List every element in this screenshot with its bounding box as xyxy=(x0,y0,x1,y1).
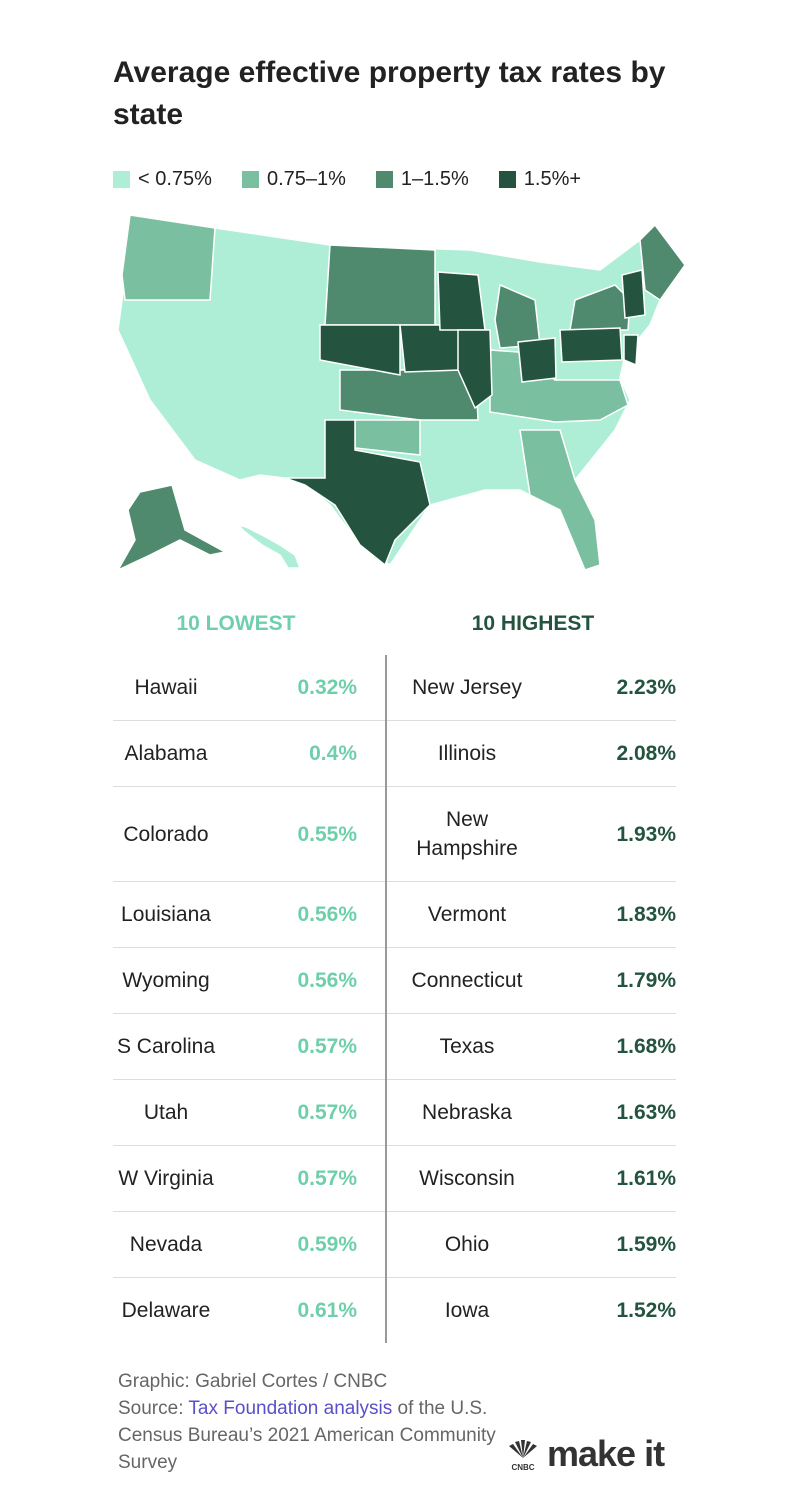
rate-value: 1.93% xyxy=(547,787,676,882)
source-rest: of the U.S. Census Bureau’s 2021 America… xyxy=(118,1398,496,1473)
legend-label: 1–1.5% xyxy=(400,168,469,190)
divider xyxy=(385,1146,387,1212)
state-name: Louisiana xyxy=(113,882,219,948)
lowest-heading: 10 LOWEST xyxy=(176,612,296,635)
state-name: Ohio xyxy=(387,1212,547,1278)
state-name: Utah xyxy=(113,1080,219,1146)
legend-item: 1–1.5% xyxy=(375,168,469,191)
map-region xyxy=(354,419,421,456)
state-name: Texas xyxy=(387,1014,547,1080)
source-link[interactable]: Tax Foundation analysis xyxy=(188,1398,393,1419)
legend-label: < 0.75% xyxy=(138,168,212,190)
map-region xyxy=(519,429,601,571)
logo: CNBC make it xyxy=(505,1433,665,1474)
divider xyxy=(385,882,387,948)
rate-value: 0.57% xyxy=(219,1080,385,1146)
state-name: Nebraska xyxy=(387,1080,547,1146)
highest-heading: 10 HIGHEST xyxy=(471,612,595,635)
rate-value: 0.56% xyxy=(219,948,385,1014)
network: CNBC xyxy=(511,1463,535,1472)
state-name: Iowa xyxy=(444,1299,490,1322)
state-name: Colorado xyxy=(113,787,219,882)
divider xyxy=(385,1080,387,1146)
map-region xyxy=(121,214,216,301)
rate-value: 0.57% xyxy=(219,1146,385,1212)
map-region xyxy=(437,271,486,331)
legend-swatch xyxy=(498,171,516,188)
map-region xyxy=(623,334,639,367)
legend-label: 1.5%+ xyxy=(523,168,582,190)
rate-value: 0.32% xyxy=(219,655,385,721)
legend-item: < 0.75% xyxy=(113,168,212,191)
brand: make it xyxy=(547,1433,665,1474)
rate-value: 2.23% xyxy=(547,655,676,721)
rate-value: 0.57% xyxy=(219,1014,385,1080)
rate-value: 0.61% xyxy=(297,1299,357,1322)
map-region xyxy=(457,329,493,410)
rate-value: 1.59% xyxy=(547,1212,676,1278)
legend-item: 1.5%+ xyxy=(498,168,582,191)
state-name: Illinois xyxy=(387,721,547,787)
legend: < 0.75% 0.75–1% 1–1.5% 1.5%+ xyxy=(113,168,581,191)
rate-value: 1.79% xyxy=(547,948,676,1014)
divider xyxy=(385,655,387,721)
state-name: Alabama xyxy=(113,721,219,787)
credit: Graphic: Gabriel Cortes / CNBC xyxy=(118,1371,388,1392)
state-name: S Carolina xyxy=(113,1014,219,1080)
rate-value: 0.59% xyxy=(219,1212,385,1278)
map-region xyxy=(517,337,557,383)
divider xyxy=(385,1212,387,1278)
divider xyxy=(385,787,387,882)
map-region xyxy=(324,244,436,326)
legend-swatch xyxy=(241,171,259,188)
rate-value: 1.52% xyxy=(616,1299,676,1322)
logo-mark: CNBC xyxy=(505,1440,541,1472)
divider xyxy=(385,1278,387,1343)
legend-item: 0.75–1% xyxy=(241,168,346,191)
rate-value: 0.56% xyxy=(219,882,385,948)
legend-label: 0.75–1% xyxy=(266,168,346,190)
rate-value: 1.68% xyxy=(547,1014,676,1080)
map-region xyxy=(399,324,461,373)
rate-value: 0.55% xyxy=(219,787,385,882)
divider xyxy=(385,1014,387,1080)
map-region xyxy=(284,419,431,567)
footer: Graphic: Gabriel Cortes / CNBC Source: T… xyxy=(118,1368,508,1476)
rate-value: 1.83% xyxy=(547,882,676,948)
map-region xyxy=(621,269,646,319)
source-label: Source: xyxy=(118,1398,184,1419)
rate-value: 1.61% xyxy=(547,1146,676,1212)
legend-swatch xyxy=(375,171,393,188)
state-name: Nevada xyxy=(113,1212,219,1278)
state-name: New Jersey xyxy=(387,655,547,721)
map xyxy=(116,214,686,572)
state-name: New Hampshire xyxy=(387,787,547,882)
source: Source: Tax Foundation analysis of the U… xyxy=(118,1395,508,1476)
map-region xyxy=(319,324,401,376)
map-region xyxy=(559,327,623,363)
state-name: Hawaii xyxy=(113,655,219,721)
state-name: Wyoming xyxy=(113,948,219,1014)
hawaii xyxy=(235,523,302,569)
rate-value: 2.08% xyxy=(547,721,676,787)
divider xyxy=(385,721,387,787)
title: Average effective property tax rates by … xyxy=(113,56,666,131)
alaska xyxy=(116,484,228,572)
state-name: Vermont xyxy=(387,882,547,948)
rate-value: 0.4% xyxy=(219,721,385,787)
state-name: Connecticut xyxy=(387,948,547,1014)
state-name: Delaware xyxy=(121,1299,211,1322)
divider xyxy=(385,948,387,1014)
state-name: Wisconsin xyxy=(387,1146,547,1212)
rate-value: 1.63% xyxy=(547,1080,676,1146)
legend-swatch xyxy=(113,171,130,188)
state-name: W Virginia xyxy=(113,1146,219,1212)
map-region xyxy=(639,223,686,302)
rate-table: Hawaii 0.32% New Jersey 2.23% Alabama 0.4% Ill… xyxy=(113,655,676,1343)
peacock-icon xyxy=(509,1440,537,1458)
